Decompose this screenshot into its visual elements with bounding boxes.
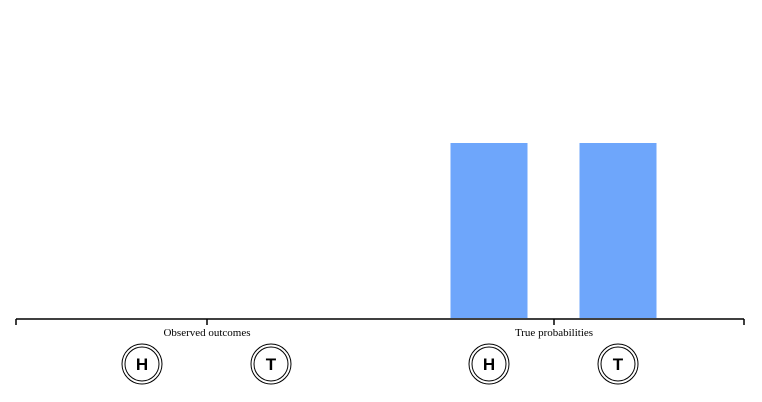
coin-letter: T xyxy=(266,355,277,374)
bar-t xyxy=(579,143,657,318)
coin-t-icon: T xyxy=(597,343,639,385)
coin-t-icon: T xyxy=(250,343,292,385)
coin-inner-ring xyxy=(124,346,160,382)
coin-inner-ring xyxy=(253,346,289,382)
bars-layer xyxy=(450,143,657,318)
coin-h-icon: H xyxy=(121,343,163,385)
group-label: Observed outcomes xyxy=(163,327,250,339)
coin-letter: T xyxy=(613,355,624,374)
group-label: True probabilities xyxy=(515,327,593,339)
group-labels: Observed outcomes True probabilities xyxy=(163,327,593,339)
coin-inner-ring xyxy=(471,346,507,382)
coin-h-icon: H xyxy=(468,343,510,385)
coin-inner-ring xyxy=(600,346,636,382)
coin-letter: H xyxy=(483,355,495,374)
bar-h xyxy=(450,143,528,318)
coin-letter: H xyxy=(136,355,148,374)
group-ticks xyxy=(206,319,555,325)
